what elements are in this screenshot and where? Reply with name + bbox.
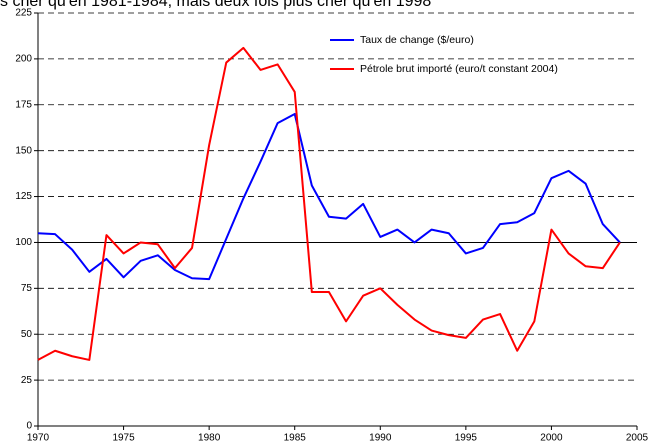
x-tick-label: 1975 xyxy=(112,433,135,444)
y-tick-label: 150 xyxy=(15,145,32,156)
y-tick-label: 100 xyxy=(15,237,32,248)
legend-label: Pétrole brut importé (euro/t constant 20… xyxy=(360,63,558,75)
x-tick-label: 2005 xyxy=(626,433,649,444)
x-tick-label: 1970 xyxy=(27,433,50,444)
data-line xyxy=(37,46,621,361)
x-tick-label: 1995 xyxy=(455,433,478,444)
x-tick-label: 1980 xyxy=(198,433,221,444)
y-tick-label: 0 xyxy=(26,421,32,432)
x-tick-label: 1985 xyxy=(284,433,307,444)
chart-title: s cher qu'en 1981-1984, mais deux fois p… xyxy=(0,0,431,10)
y-tick-label: 25 xyxy=(21,375,33,386)
y-tick-label: 225 xyxy=(15,8,32,19)
legend-label: Taux de change ($/euro) xyxy=(360,34,474,46)
y-tick-label: 175 xyxy=(15,99,32,110)
y-tick-label: 75 xyxy=(21,283,33,294)
x-tick-label: 2000 xyxy=(540,433,563,444)
x-tick-label: 1990 xyxy=(369,433,392,444)
y-tick-label: 125 xyxy=(15,191,32,202)
data-line xyxy=(37,112,621,281)
y-tick-label: 50 xyxy=(21,329,33,340)
y-tick-label: 200 xyxy=(15,54,32,65)
